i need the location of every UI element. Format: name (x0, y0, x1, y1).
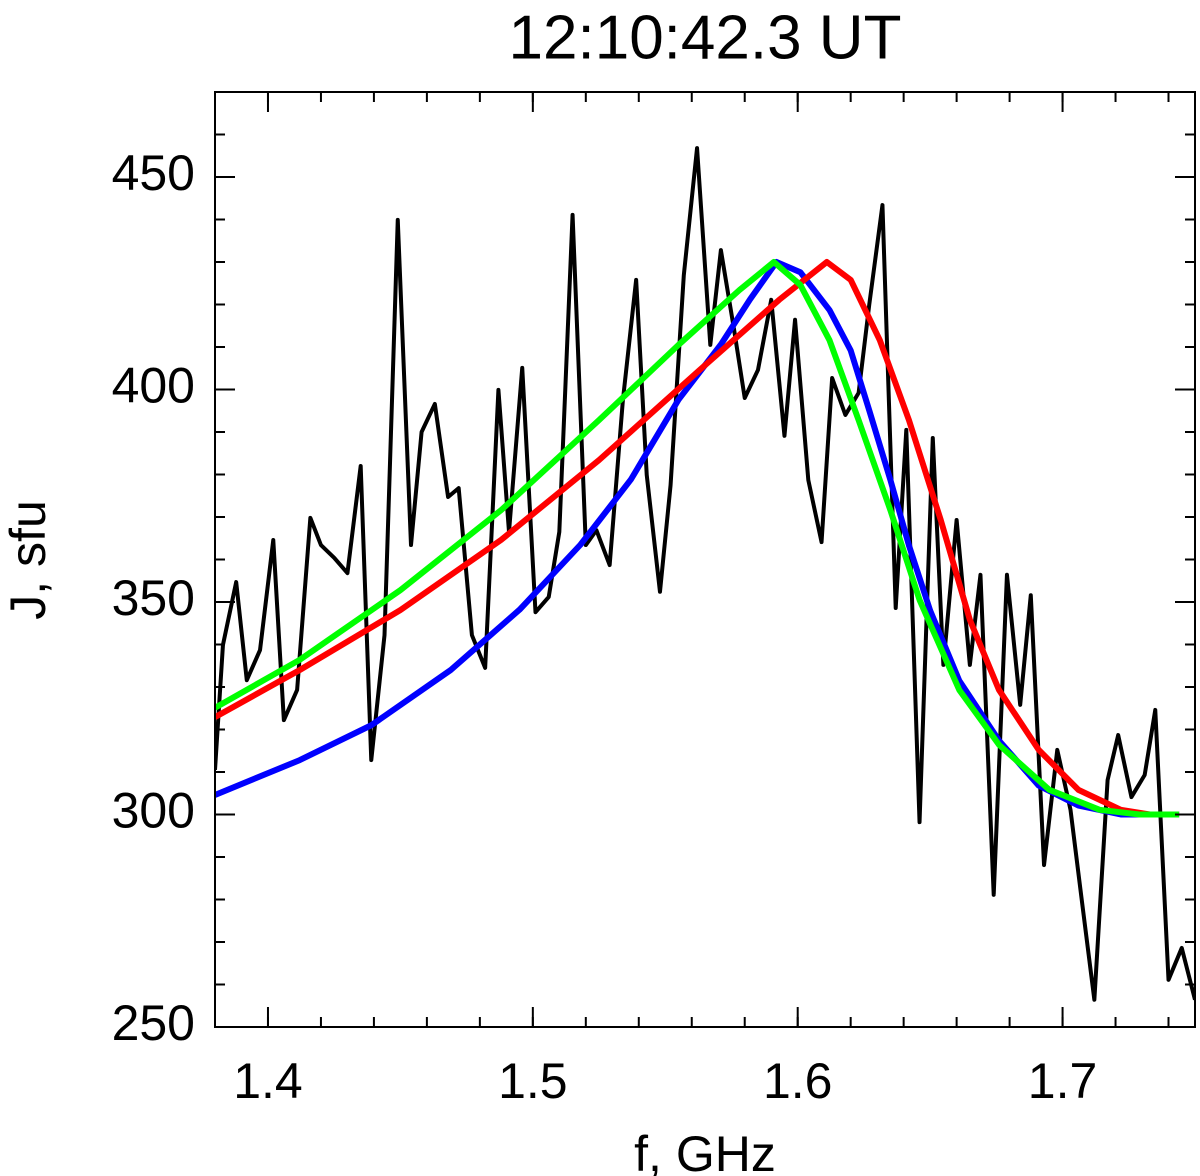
x-axis-title: f, GHz (634, 1126, 776, 1176)
data-line (215, 146, 1195, 1002)
chart-title: 12:10:42.3 UT (509, 3, 902, 72)
y-tick-label: 250 (112, 995, 195, 1051)
x-tick-label: 1.4 (233, 1053, 303, 1109)
y-tick-label: 300 (112, 783, 195, 839)
x-tick-label: 1.5 (498, 1053, 568, 1109)
data-line (215, 259, 1180, 818)
plot-frame (214, 91, 1196, 1028)
y-tick-label: 450 (112, 145, 195, 201)
y-axis-title: J, sfu (0, 500, 56, 619)
y-tick-label: 350 (112, 570, 195, 626)
x-tick-label: 1.6 (763, 1053, 833, 1109)
x-tick-label: 1.7 (1028, 1053, 1098, 1109)
data-line (215, 259, 1180, 818)
data-line (215, 259, 1180, 818)
y-tick-label: 400 (112, 358, 195, 414)
